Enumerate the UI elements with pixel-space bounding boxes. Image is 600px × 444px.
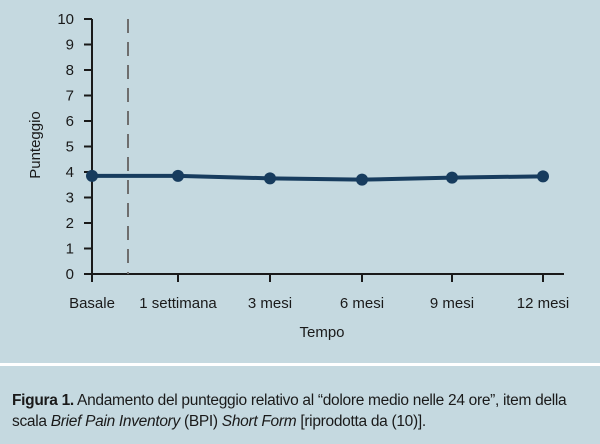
y-tick-label: 4 [66, 164, 74, 181]
caption-separator [0, 363, 600, 366]
y-axis-title: Punteggio [27, 111, 44, 179]
y-tick-label: 3 [66, 190, 74, 207]
x-tick-label: 1 settimana [139, 295, 217, 312]
data-point [446, 171, 458, 184]
data-point [172, 169, 184, 182]
x-tick-label: 9 mesi [430, 295, 474, 312]
caption-italic-bpi: Brief Pain Inventory [50, 413, 181, 430]
y-tick-label: 9 [66, 37, 74, 54]
series-line [90, 173, 545, 182]
data-point [356, 173, 368, 186]
caption-text-2: (BPI) [179, 413, 222, 430]
y-tick-label: 1 [66, 241, 74, 258]
y-tick-label: 2 [66, 215, 74, 232]
y-tick-label: 10 [57, 11, 74, 28]
x-tick-label: Basale [69, 295, 115, 312]
y-tick-label: 5 [66, 139, 74, 156]
x-tick-label: 3 mesi [248, 295, 292, 312]
data-point [264, 172, 276, 185]
x-axis-title: Tempo [299, 324, 344, 341]
line-chart: 0 1 2 3 4 5 6 7 8 9 10 Basale 1 settimana 3 mesi 6 me… [27, 11, 570, 341]
y-tick-label: 7 [66, 88, 74, 105]
data-point [86, 169, 98, 182]
caption-label: Figura 1. [12, 392, 74, 409]
x-tick-label: 6 mesi [340, 295, 384, 312]
caption-text-3: [riprodotta da (10)]. [296, 413, 426, 430]
y-tick-label: 6 [66, 113, 74, 130]
y-tick-label: 8 [66, 62, 74, 79]
y-tick-label: 0 [66, 266, 74, 283]
caption-text: Andamento del punteggio relativo al “dol… [12, 392, 567, 430]
figure-caption: Figura 1. Andamento del punteggio relati… [12, 390, 592, 432]
data-point [537, 170, 549, 183]
x-tick-label: 12 mesi [517, 295, 570, 312]
caption-italic-short-form: Short Form [221, 413, 297, 430]
